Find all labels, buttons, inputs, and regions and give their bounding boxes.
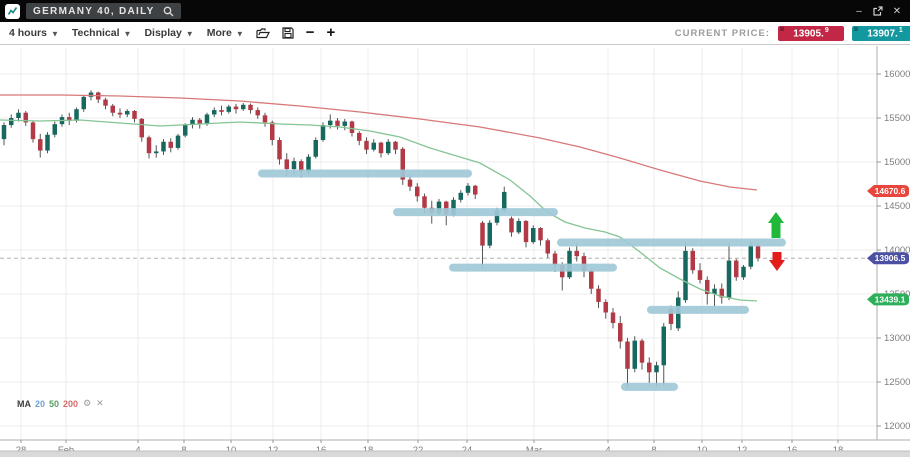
restore-button[interactable] (871, 4, 885, 18)
ma-line-ma50 (0, 119, 758, 302)
display-dropdown[interactable]: Display ▼ (144, 27, 193, 39)
sell-flag-icon (780, 26, 784, 31)
support-resistance-zones (258, 169, 786, 391)
svg-text:12000: 12000 (884, 421, 910, 432)
chevron-down-icon: ▼ (123, 29, 132, 38)
chevron-down-icon: ▼ (235, 29, 244, 38)
timeframe-label: 4 hours (9, 27, 47, 39)
window-controls: – ✕ (852, 4, 910, 18)
save-icon[interactable] (282, 27, 294, 39)
chart-toolbar: 4 hours ▼ Technical ▼ Display ▼ More ▼ (0, 22, 910, 45)
display-label: Display (144, 27, 182, 39)
instrument-title: GERMANY 40, DAILY (33, 5, 155, 17)
bottom-scrollbar[interactable] (0, 451, 910, 457)
technical-dropdown[interactable]: Technical ▼ (72, 27, 132, 39)
ma-period-50: 50 (49, 398, 60, 409)
more-dropdown[interactable]: More ▼ (207, 27, 244, 39)
svg-text:14670.6: 14670.6 (875, 186, 906, 196)
buy-flag-icon (854, 26, 858, 31)
svg-text:14000: 14000 (884, 245, 910, 256)
current-price-label: CURRENT PRICE: (674, 27, 770, 39)
ma-period-20: 20 (35, 398, 46, 409)
buy-price-value: 13907.1 (867, 26, 903, 40)
ma-line-ma200 (0, 94, 758, 191)
ma-remove-icon[interactable]: ✕ (96, 398, 104, 408)
ma-period-200: 200 (63, 398, 79, 409)
ma-label: MA (17, 398, 31, 409)
timeframe-dropdown[interactable]: 4 hours ▼ (9, 27, 59, 39)
up-arrow-annotation (768, 212, 784, 238)
buy-price-button[interactable]: 13907.1 (852, 25, 910, 41)
svg-text:13906.5: 13906.5 (875, 253, 906, 263)
svg-text:13439.1: 13439.1 (875, 294, 906, 304)
minimize-button[interactable]: – (856, 5, 862, 17)
chevron-down-icon: ▼ (185, 29, 194, 38)
down-arrow-annotation (769, 252, 785, 271)
ma-settings-gear-icon[interactable]: ⚙ (83, 398, 92, 408)
app-logo-icon (5, 3, 20, 19)
sell-price-value: 13905.9 (793, 26, 829, 40)
technical-label: Technical (71, 27, 120, 39)
titlebar: GERMANY 40, DAILY – ✕ (0, 0, 910, 22)
sell-price-button[interactable]: 13905.9 (778, 25, 844, 41)
open-folder-icon[interactable] (256, 27, 270, 39)
svg-text:16000: 16000 (884, 69, 910, 80)
zoom-in-button[interactable]: + (326, 24, 336, 41)
svg-text:15500: 15500 (884, 113, 910, 124)
more-label: More (206, 27, 232, 39)
svg-text:15000: 15000 (884, 157, 910, 168)
svg-text:14500: 14500 (884, 201, 910, 212)
search-icon[interactable] (163, 6, 174, 17)
ma-indicator-legend: MA 20 50 200 ⚙ ✕ (17, 398, 104, 409)
svg-text:13000: 13000 (884, 333, 910, 344)
price-axis-flags: 14670.6 13906.5 13439.1 (867, 184, 909, 306)
chevron-down-icon: ▼ (50, 29, 59, 38)
instrument-selector[interactable]: GERMANY 40, DAILY (26, 3, 181, 19)
close-button[interactable]: ✕ (892, 5, 902, 17)
svg-text:12500: 12500 (884, 377, 910, 388)
zoom-out-button[interactable]: − (305, 24, 315, 41)
